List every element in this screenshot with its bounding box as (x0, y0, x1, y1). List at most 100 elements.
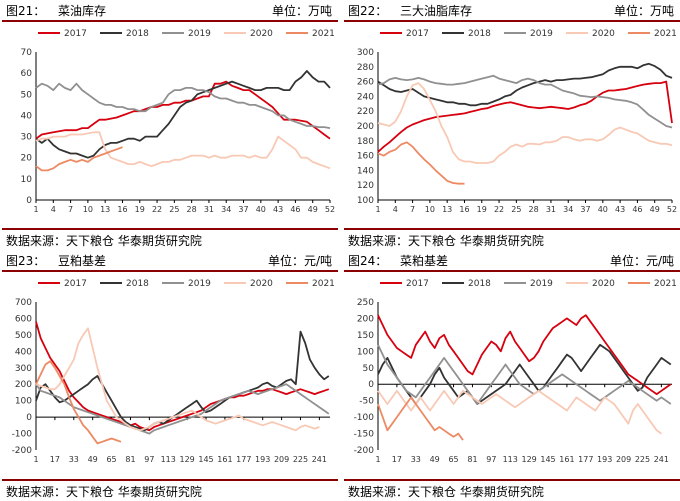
x-tick-label: 113 (503, 455, 518, 464)
series-line-2019 (377, 74, 673, 129)
x-tick-label: 145 (198, 455, 213, 464)
source-note: 数据来源：天下粮仓 华泰期货研究院 (348, 234, 544, 248)
x-tick-label: 19 (135, 205, 145, 214)
legend-label: 2017 (64, 29, 87, 39)
y-tick-label: 140 (357, 166, 374, 176)
series-line-2019 (35, 383, 330, 435)
x-tick-label: 16 (459, 205, 469, 214)
y-tick-label: 200 (357, 314, 374, 324)
series-line-2021 (377, 141, 465, 185)
x-tick-label: 17 (392, 455, 402, 464)
y-tick-label: 400 (15, 347, 32, 357)
unit-label: 单位：万吨 (271, 4, 332, 18)
y-tick-label: 160 (357, 152, 374, 162)
y-tick-label: 120 (357, 181, 374, 191)
y-tick-label: 220 (357, 107, 374, 117)
y-tick-label: 50 (363, 364, 375, 374)
y-tick-label: 0 (26, 196, 32, 206)
series-line-2019 (35, 82, 331, 129)
x-tick-label: 19 (477, 205, 487, 214)
series-line-2020 (35, 131, 331, 170)
chart-fig24: 2017 2018 2019 2020 2021 -200 -150 -100 -50 0 50 10… (354, 279, 677, 464)
series-line-2021 (35, 360, 122, 445)
chart-title: 三大油脂库存 (400, 4, 473, 18)
y-tick-label: -100 (12, 430, 33, 440)
x-tick-label: 52 (667, 205, 677, 214)
x-tick-label: 49 (308, 205, 318, 214)
figure-number: 图23： (6, 254, 46, 268)
legend-label: 2019 (188, 29, 211, 39)
source-note: 数据来源：天下粮仓 华泰期货研究院 (6, 234, 202, 248)
x-tick-label: 28 (529, 205, 539, 214)
y-tick-label: 700 (15, 298, 32, 308)
x-tick-label: 40 (256, 205, 266, 214)
series-line-2017 (377, 314, 672, 395)
x-tick-label: 10 (425, 205, 435, 214)
x-tick-label: 129 (179, 455, 194, 464)
x-tick-label: 177 (578, 455, 593, 464)
x-tick-label: 209 (616, 455, 631, 464)
legend-label: 2018 (468, 279, 491, 289)
legend: 2017 2018 2019 2020 2021 (380, 29, 677, 39)
x-tick-label: 1 (33, 455, 38, 464)
x-tick-label: 97 (144, 455, 154, 464)
y-tick-label: -200 (354, 446, 375, 456)
x-tick-label: 10 (83, 205, 93, 214)
footer-rule (344, 479, 680, 481)
footer-rule (344, 228, 680, 230)
y-tick-label: -50 (359, 397, 374, 407)
x-tick-label: 81 (467, 455, 477, 464)
panel-header: 图24： 菜粕基差 单位：元/吨 (344, 250, 680, 272)
y-tick-label: 500 (15, 331, 32, 341)
y-tick-label: 600 (15, 314, 32, 324)
x-tick-label: 81 (125, 455, 135, 464)
series-line-2020 (377, 82, 673, 164)
x-tick-label: 241 (312, 455, 327, 464)
panel-fig24: 图24： 菜粕基差 单位：元/吨 2017 2018 2019 2020 2021 -20… (344, 250, 680, 499)
x-tick-label: 22 (152, 205, 162, 214)
y-tick-label: 180 (357, 137, 374, 147)
y-tick-label: 150 (357, 331, 374, 341)
unit-label: 单位：元/吨 (609, 254, 674, 268)
x-tick-label: 177 (236, 455, 251, 464)
x-tick-label: 46 (632, 205, 642, 214)
legend-label: 2019 (188, 279, 211, 289)
x-tick-label: 7 (410, 205, 415, 214)
x-tick-label: 97 (486, 455, 496, 464)
legend-label: 2018 (126, 29, 149, 39)
y-tick-label: -150 (354, 430, 375, 440)
x-tick-label: 225 (635, 455, 650, 464)
chart-title: 菜粕基差 (400, 254, 449, 268)
x-tick-label: 46 (290, 205, 300, 214)
x-tick-label: 31 (204, 205, 214, 214)
y-tick-label: 40 (21, 111, 33, 121)
x-tick-label: 129 (521, 455, 536, 464)
x-tick-label: 65 (106, 455, 116, 464)
x-tick-label: 52 (325, 205, 335, 214)
chart-fig21: 2017 2018 2019 2020 2021 0 10 20 30 40 50 60 70 1 4 7 10… (21, 29, 336, 214)
x-tick-label: 209 (274, 455, 289, 464)
series-line-2017 (35, 80, 331, 140)
footer-rule (2, 479, 338, 481)
x-tick-label: 7 (68, 205, 73, 214)
y-tick-label: 200 (357, 122, 374, 132)
x-tick-label: 13 (100, 205, 110, 214)
unit-label: 单位：元/吨 (267, 254, 332, 268)
chart-fig22: 2017 2018 2019 2020 202110012014016018020022… (357, 29, 677, 214)
x-tick-label: 161 (217, 455, 232, 464)
y-tick-label: 10 (21, 175, 33, 185)
x-tick-label: 17 (50, 455, 60, 464)
x-tick-label: 28 (187, 205, 197, 214)
x-tick-label: 34 (563, 205, 573, 214)
legend-label: 2020 (592, 29, 615, 39)
legend-label: 2017 (64, 279, 87, 289)
x-tick-label: 1 (33, 205, 38, 214)
chart-fig23: 2017 2018 2019 2020 2021 -200 -100 0 100 200 300 40… (12, 279, 335, 464)
x-tick-label: 31 (546, 205, 556, 214)
x-tick-label: 13 (442, 205, 452, 214)
series-line-2018 (377, 343, 672, 405)
legend-label: 2020 (250, 29, 273, 39)
legend-label: 2018 (468, 29, 491, 39)
series-line-2017 (377, 80, 673, 153)
y-tick-label: 30 (21, 133, 33, 143)
